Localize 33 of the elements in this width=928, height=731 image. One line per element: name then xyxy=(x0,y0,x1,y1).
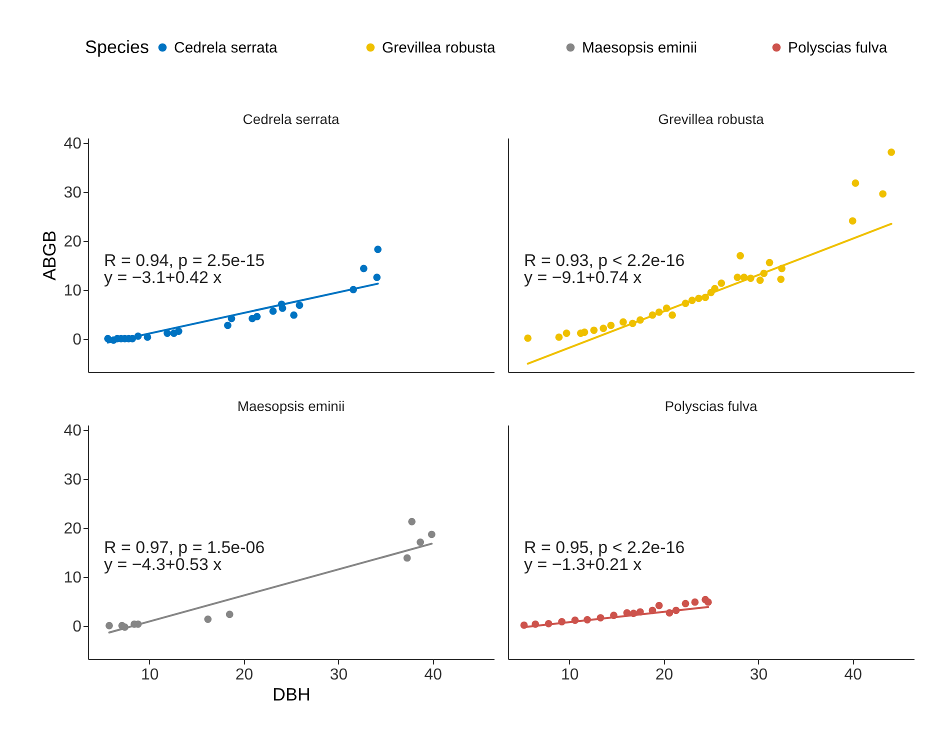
x-tick-label: 40 xyxy=(424,666,442,684)
y-tick-label: 10 xyxy=(64,282,82,300)
x-tick-label: 20 xyxy=(235,666,254,684)
x-tick-label: 20 xyxy=(655,666,674,684)
annotation: R = 0.93, p < 2.2e-16 xyxy=(524,250,685,270)
x-axis-title: DBH xyxy=(272,684,311,704)
x-tick-label: 30 xyxy=(750,666,768,684)
chart-title: Cedrela serrata xyxy=(242,111,340,127)
y-tick-label: 30 xyxy=(64,471,82,488)
chart-title: Grevillea robusta xyxy=(658,111,764,127)
y-tick-label: 10 xyxy=(64,570,82,587)
y-tick-label: 20 xyxy=(64,520,82,538)
y-tick-label: 20 xyxy=(64,234,82,251)
y-tick-label: 40 xyxy=(64,135,82,152)
chart-title: Polyscias fulva xyxy=(664,398,758,414)
legend-label: Polyscias fulva xyxy=(788,40,888,56)
x-tick-label: 10 xyxy=(140,666,159,684)
y-tick-label: 0 xyxy=(72,332,82,349)
y-tick-label: 30 xyxy=(64,184,82,202)
y-tick-label: 0 xyxy=(72,618,82,636)
legend-title: Species xyxy=(85,37,150,57)
y-tick-label: 40 xyxy=(64,422,82,440)
legend-label: Cedrela serrata xyxy=(174,40,278,56)
annotation: R = 0.97, p = 1.5e-06 xyxy=(104,538,265,557)
x-tick-label: 10 xyxy=(560,666,579,684)
chart-title: Maesopsis eminii xyxy=(237,398,345,414)
x-tick-label: 30 xyxy=(330,666,348,684)
legend-label: Grevillea robusta xyxy=(382,40,496,56)
y-axis-title: ABGB xyxy=(40,230,60,281)
annotation: R = 0.94, p = 2.5e-15 xyxy=(104,250,265,270)
annotation: R = 0.95, p < 2.2e-16 xyxy=(524,538,685,557)
x-tick-label: 40 xyxy=(844,666,862,684)
legend-label: Maesopsis eminii xyxy=(582,40,698,56)
